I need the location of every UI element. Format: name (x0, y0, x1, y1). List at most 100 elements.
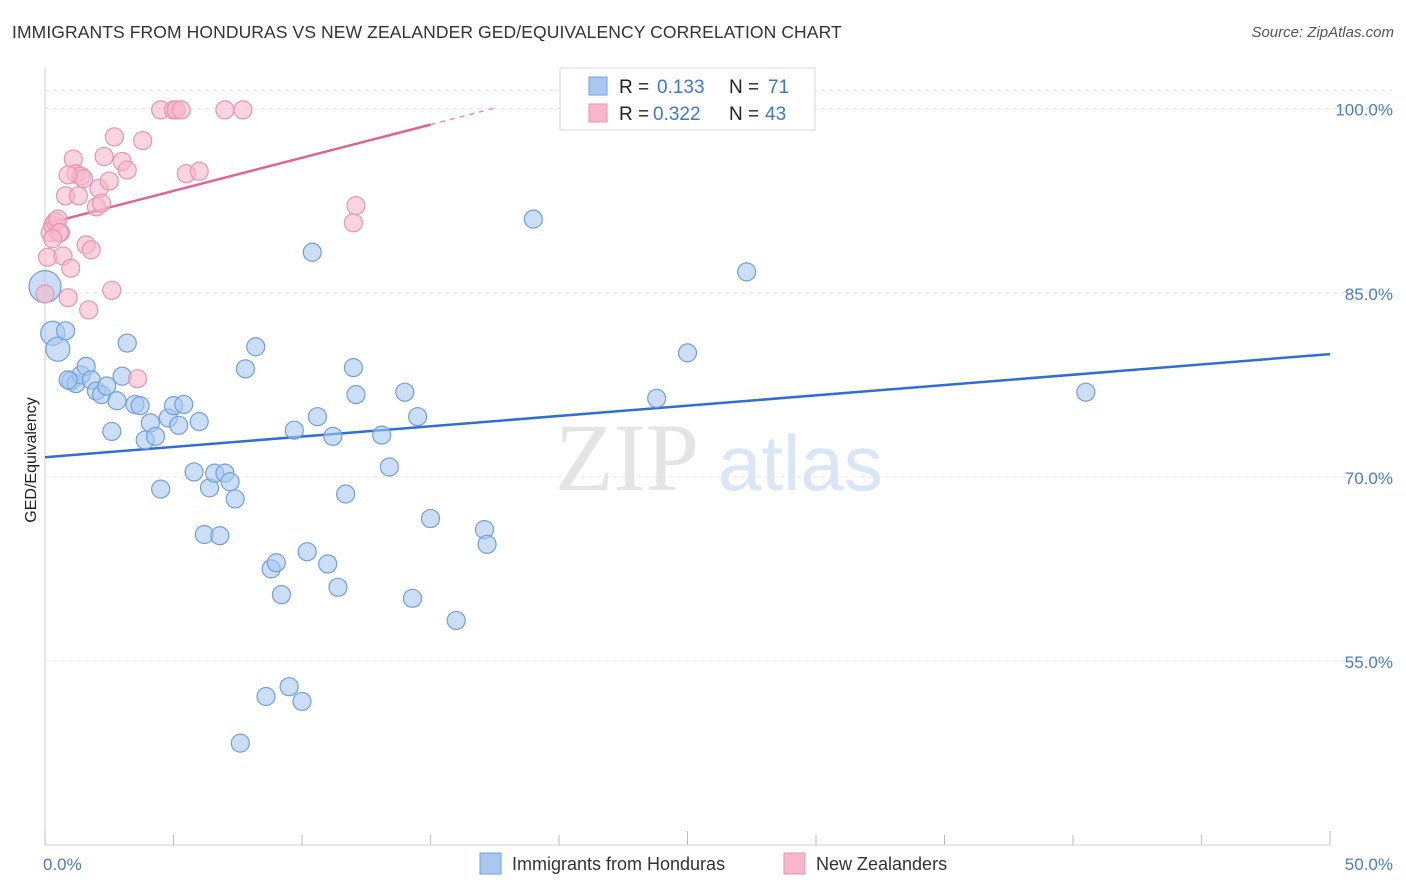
point-newzealanders (102, 280, 122, 300)
point-honduras (297, 542, 317, 562)
chart-title: IMMIGRANTS FROM HONDURAS VS NEW ZEALANDE… (12, 22, 842, 42)
point-honduras (58, 370, 78, 390)
point-newzealanders (233, 100, 253, 120)
point-newzealanders (104, 127, 124, 147)
source-credit: Source: ZipAtlas.com (1251, 24, 1394, 41)
x-tick-label-max: 50.0% (1345, 855, 1393, 874)
point-honduras (372, 425, 392, 445)
legend-r-value-pink: 0.322 (653, 104, 701, 125)
point-newzealanders (127, 369, 148, 389)
data-points (28, 100, 1096, 753)
point-honduras (292, 691, 312, 712)
legend-swatch-blue (588, 76, 608, 96)
y-tick-label: 70.0% (1345, 469, 1393, 488)
y-tick-label: 55.0% (1345, 653, 1393, 672)
point-honduras (284, 420, 304, 440)
point-honduras (97, 376, 117, 396)
point-honduras (307, 407, 328, 427)
y-axis-label: GED/Equivalency (23, 397, 40, 522)
point-honduras (446, 610, 466, 631)
bottom-legend-label-newzealanders: New Zealanders (816, 854, 947, 874)
point-honduras (151, 479, 171, 499)
point-honduras (45, 336, 71, 362)
point-honduras (174, 394, 194, 415)
point-honduras (230, 733, 250, 753)
legend-n-value-pink: 43 (765, 104, 786, 125)
point-honduras (184, 462, 204, 482)
bottom-legend-swatch-honduras (479, 852, 502, 875)
trend-line-newzealanders-extension (430, 107, 495, 126)
point-newzealanders (61, 258, 81, 278)
point-honduras (336, 484, 356, 504)
point-newzealanders (117, 160, 137, 180)
point-honduras (246, 337, 266, 357)
point-newzealanders (79, 300, 99, 320)
point-honduras (169, 415, 189, 435)
x-tick-label-min: 0.0% (43, 855, 82, 874)
series-legend: Immigrants from Honduras New Zealanders (479, 852, 947, 875)
point-newzealanders (58, 288, 78, 308)
point-honduras (271, 585, 292, 605)
point-honduras (210, 526, 230, 546)
point-honduras (235, 359, 256, 379)
point-newzealanders (43, 229, 63, 249)
trend-lines (44, 107, 1331, 459)
point-honduras (318, 554, 338, 574)
point-honduras (346, 385, 366, 405)
point-newzealanders (91, 193, 112, 213)
point-honduras (55, 321, 76, 341)
point-newzealanders (215, 100, 235, 120)
legend-n-label-blue: N = (729, 77, 759, 98)
point-newzealanders (81, 240, 101, 260)
trend-line-honduras (44, 352, 1331, 459)
y-tick-label: 85.0% (1345, 285, 1393, 304)
point-honduras (477, 534, 497, 554)
point-newzealanders (35, 284, 55, 304)
point-honduras (323, 426, 343, 446)
point-honduras (523, 209, 543, 229)
point-honduras (302, 242, 322, 262)
point-honduras (107, 391, 127, 411)
point-honduras (117, 333, 137, 353)
point-newzealanders (189, 161, 209, 181)
point-honduras (677, 343, 698, 363)
point-honduras (343, 358, 363, 378)
point-newzealanders (346, 196, 366, 216)
point-honduras (145, 426, 166, 446)
point-honduras (225, 489, 245, 509)
point-honduras (408, 407, 428, 427)
point-honduras (328, 577, 348, 597)
point-honduras (737, 262, 757, 282)
bottom-legend-swatch-newzealanders (783, 852, 806, 875)
point-honduras (220, 472, 240, 492)
point-honduras (130, 396, 150, 416)
point-newzealanders (343, 213, 363, 233)
y-tick-label: 100.0% (1335, 101, 1393, 120)
legend-n-value-blue: 71 (768, 77, 789, 98)
point-honduras (1076, 382, 1096, 402)
point-newzealanders (68, 186, 89, 206)
point-newzealanders (133, 130, 153, 151)
point-honduras (647, 388, 667, 408)
point-honduras (379, 457, 399, 477)
point-honduras (402, 588, 423, 608)
legend-n-label-pink: N = (729, 104, 759, 125)
watermark-zip: ZIP (555, 404, 699, 511)
correlation-legend: R = 0.133 N = 71 R = 0.322 N = 43 (559, 67, 816, 131)
point-honduras (189, 412, 209, 432)
bottom-legend-label-honduras: Immigrants from Honduras (512, 854, 725, 874)
point-newzealanders (58, 165, 78, 185)
point-honduras (266, 553, 286, 573)
point-honduras (279, 677, 299, 697)
legend-r-label-blue: R = (619, 77, 649, 98)
watermark-atlas: atlas (718, 419, 883, 507)
point-newzealanders (99, 171, 119, 191)
point-honduras (256, 686, 276, 707)
point-newzealanders (94, 146, 114, 167)
point-honduras (102, 421, 122, 442)
legend-r-label-pink: R = (619, 104, 649, 125)
point-honduras (395, 382, 415, 402)
legend-swatch-pink (588, 103, 608, 123)
axes: 55.0% 70.0% 85.0% 100.0% 0.0% 50.0% (43, 68, 1393, 874)
